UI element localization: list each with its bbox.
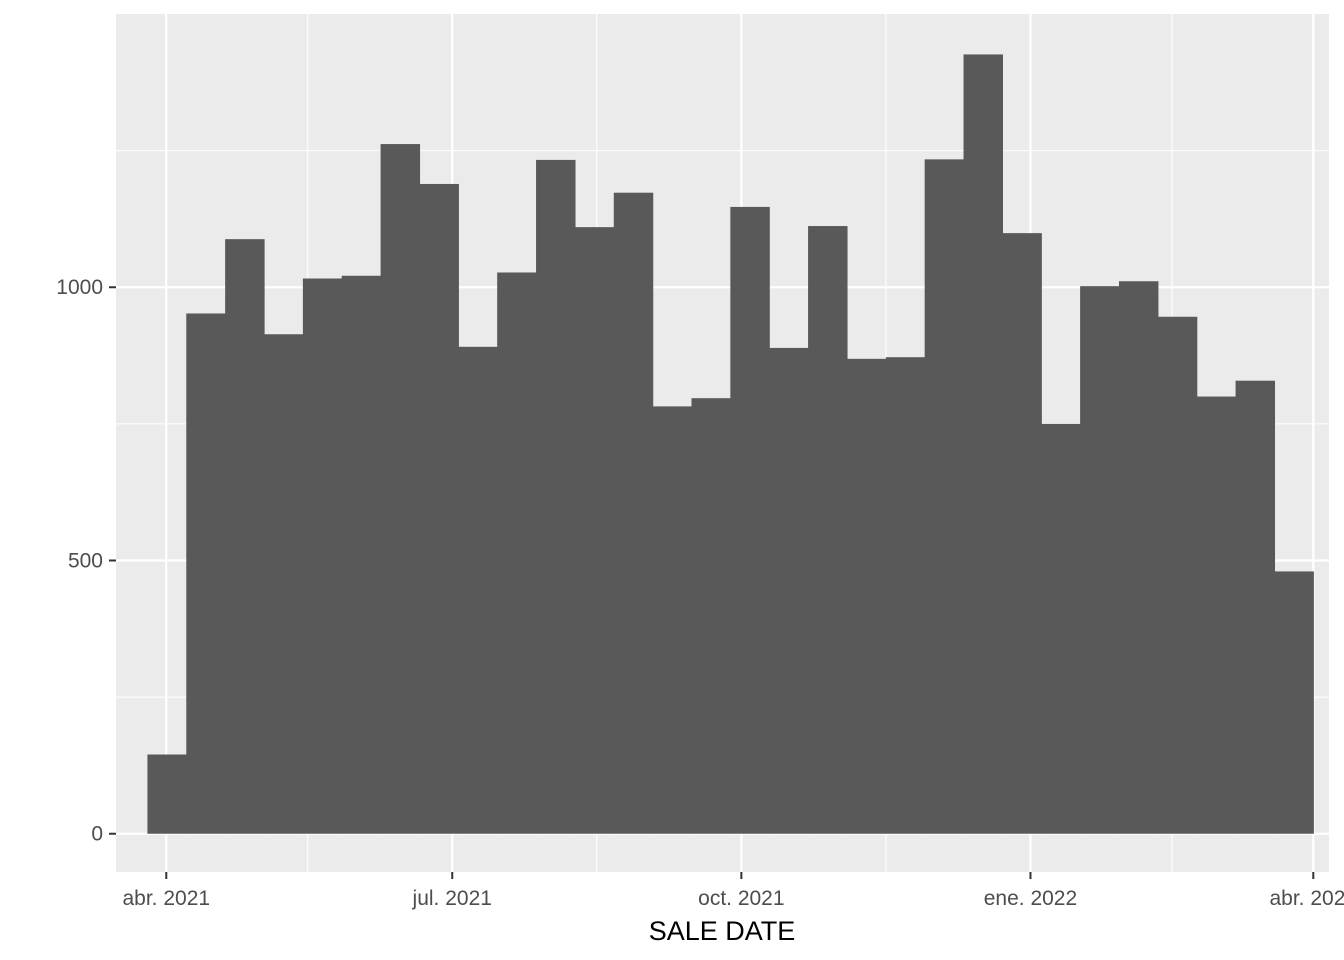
histogram-bar (536, 159, 576, 834)
histogram-bar (264, 334, 304, 834)
histogram-bar (147, 754, 187, 834)
histogram-bar (885, 357, 926, 834)
histogram-bar (341, 275, 382, 834)
histogram-bar (1080, 286, 1120, 834)
x-tick-label: jul. 2021 (412, 887, 492, 910)
x-axis-title: SALE DATE (649, 916, 796, 946)
histogram-bar (1235, 380, 1276, 834)
histogram-bar (808, 226, 848, 834)
histogram-bar (769, 347, 809, 834)
histogram-bar (1118, 281, 1159, 834)
histogram-bar (458, 346, 498, 834)
y-tick-label: 500 (68, 549, 103, 572)
histogram-bar (963, 54, 1003, 834)
histogram-bar (186, 313, 226, 834)
histogram-bar (225, 239, 265, 834)
histogram-bar (380, 144, 421, 834)
y-tick-label: 1000 (56, 276, 103, 299)
histogram-bar (1041, 423, 1081, 834)
x-tick-label: oct. 2021 (698, 887, 784, 910)
histogram-bar (1157, 316, 1198, 834)
x-axis: abr. 2021 jul. 2021 oct. 2021 ene. 2022 abr.… (122, 872, 1344, 910)
histogram-bar (419, 183, 459, 834)
x-tick-label: abr. 2022 (1269, 887, 1344, 910)
y-axis: 0 500 1000 (56, 276, 116, 846)
histogram-bar (574, 227, 615, 834)
histogram-bar (497, 272, 537, 834)
histogram-bar (1274, 571, 1314, 834)
y-tick-label: 0 (91, 823, 103, 846)
histogram-bars (147, 54, 1314, 834)
histogram-bar (846, 358, 887, 834)
histogram-bar (652, 406, 693, 834)
histogram-bar (924, 159, 965, 834)
histogram-bar (1002, 233, 1042, 834)
histogram-bar (613, 192, 654, 834)
histogram-bar (691, 398, 731, 834)
x-tick-label: abr. 2021 (122, 887, 210, 910)
x-tick-label: ene. 2022 (984, 887, 1077, 910)
histogram-bar (302, 278, 343, 834)
histogram-bar (730, 206, 770, 834)
histogram-bar (1196, 396, 1237, 834)
